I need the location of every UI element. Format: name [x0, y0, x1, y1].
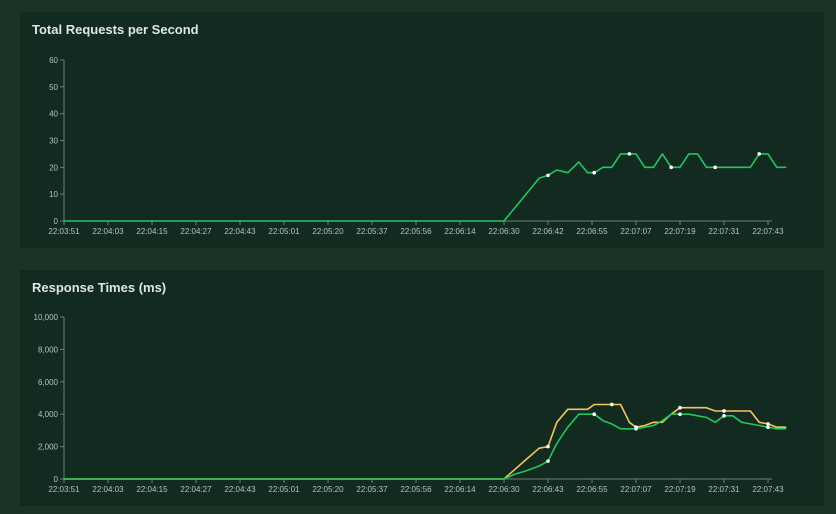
x-tick-label: 22:05:37	[356, 227, 388, 236]
x-tick-label: 22:05:01	[268, 227, 300, 236]
series-line-0	[63, 153, 787, 222]
series-point-marker	[546, 444, 550, 449]
x-tick-label: 22:05:01	[268, 485, 300, 494]
x-tick-label: 22:05:56	[400, 227, 432, 236]
y-tick-label: 10	[49, 190, 58, 199]
x-tick-label: 22:06:30	[488, 227, 520, 236]
y-tick-label: 0	[54, 475, 59, 484]
chart-title: Total Requests per Second	[32, 22, 199, 37]
series-point-marker	[713, 165, 717, 170]
y-tick-label: 20	[49, 163, 58, 172]
series-line-1	[63, 413, 787, 480]
y-tick-label: 8,000	[38, 345, 59, 354]
series-point-marker	[757, 152, 761, 156]
series-point-marker	[669, 165, 673, 170]
y-tick-label: 60	[49, 56, 58, 65]
series-point-marker	[634, 426, 638, 431]
x-tick-label: 22:03:51	[48, 485, 80, 494]
x-tick-label: 22:06:55	[576, 485, 608, 494]
series-point-marker	[592, 170, 596, 175]
x-tick-label: 22:04:27	[180, 227, 212, 236]
series-point-marker	[722, 414, 726, 418]
x-tick-label: 22:06:43	[532, 485, 564, 494]
x-tick-label: 22:05:20	[312, 227, 344, 236]
x-tick-label: 22:04:15	[136, 227, 168, 236]
x-tick-label: 22:04:03	[92, 227, 124, 236]
series-point-marker	[766, 422, 770, 426]
chart-title: Response Times (ms)	[32, 280, 167, 295]
x-tick-label: 22:05:56	[400, 485, 432, 494]
requests-per-second-panel: Total Requests per Second 0 10 20 30 40 50 60 2…	[20, 12, 824, 248]
y-tick-label: 0	[54, 217, 59, 226]
x-tick-label: 22:07:43	[752, 485, 784, 494]
x-tick-label: 22:06:55	[576, 227, 608, 236]
x-tick-label: 22:07:07	[620, 485, 652, 494]
y-tick-label: 2,000	[38, 443, 59, 452]
series-point-marker	[610, 402, 614, 407]
x-tick-label: 22:07:19	[664, 485, 696, 494]
series-point-marker	[722, 409, 726, 413]
y-tick-label: 40	[49, 110, 58, 119]
x-tick-label: 22:03:51	[48, 227, 80, 236]
response-times-panel: Response Times (ms) 0 2,000 4,000 6,000 8,00…	[20, 270, 824, 506]
y-tick-label: 30	[49, 137, 58, 146]
x-tick-label: 22:07:43	[752, 227, 784, 236]
x-tick-label: 22:06:30	[488, 485, 520, 494]
series-point-marker	[546, 173, 550, 178]
x-tick-label: 22:07:31	[708, 485, 740, 494]
x-tick-label: 22:04:03	[92, 485, 124, 494]
x-tick-label: 22:06:14	[444, 485, 476, 494]
x-tick-label: 22:04:15	[136, 485, 168, 494]
x-tick-label: 22:06:42	[532, 227, 564, 236]
series-point-marker	[546, 459, 550, 463]
y-tick-label: 6,000	[38, 378, 59, 387]
series-point-marker	[627, 152, 632, 156]
series-point-marker	[678, 405, 682, 410]
y-tick-label: 50	[49, 83, 58, 92]
response-times-chart: 0 2,000 4,000 6,000 8,000 10,000 22:03:51 22:04…	[34, 313, 787, 494]
x-tick-label: 22:07:07	[620, 227, 652, 236]
series-point-marker	[592, 412, 596, 416]
series-point-marker	[766, 425, 770, 429]
x-tick-label: 22:04:43	[224, 485, 256, 494]
x-tick-label: 22:04:27	[180, 485, 212, 494]
x-tick-label: 22:05:37	[356, 485, 388, 494]
x-tick-label: 22:05:20	[312, 485, 344, 494]
y-tick-label: 10,000	[34, 313, 59, 322]
series-point-marker	[678, 412, 682, 416]
x-tick-label: 22:04:43	[224, 227, 256, 236]
x-tick-label: 22:07:31	[708, 227, 740, 236]
x-tick-label: 22:06:14	[444, 227, 476, 236]
y-tick-label: 4,000	[38, 410, 59, 419]
requests-per-second-chart: 0 10 20 30 40 50 60 22:03:51 22:04:03 22:04:15 22:…	[48, 56, 787, 236]
series-line-0	[63, 403, 787, 480]
x-tick-label: 22:07:19	[664, 227, 696, 236]
